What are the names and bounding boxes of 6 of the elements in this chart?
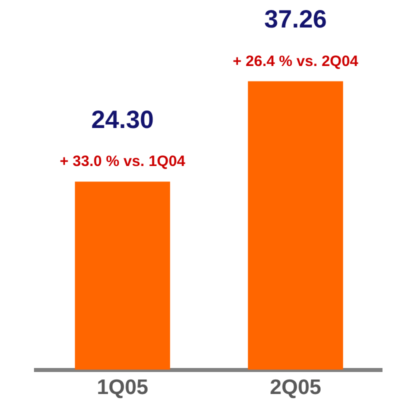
x-tick-label: 2Q05 xyxy=(270,376,322,400)
data-label: 37.26 xyxy=(264,6,327,34)
x-tick-label: 1Q05 xyxy=(96,376,149,400)
annotation: + 26.4 % vs. 2Q04 xyxy=(232,52,359,70)
annotation: + 33.0 % vs. 1Q04 xyxy=(60,153,186,170)
data-label: 24.30 xyxy=(91,106,154,134)
